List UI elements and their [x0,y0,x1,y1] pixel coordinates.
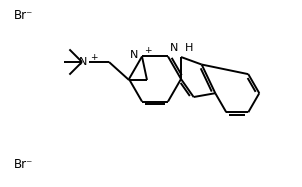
Text: N: N [130,50,138,60]
Text: N: N [79,57,87,67]
Text: Br⁻: Br⁻ [14,159,34,171]
Text: N: N [170,43,178,53]
Text: +: + [90,53,98,62]
Text: Br⁻: Br⁻ [14,8,34,22]
Text: H: H [185,43,193,53]
Text: +: + [144,46,152,55]
